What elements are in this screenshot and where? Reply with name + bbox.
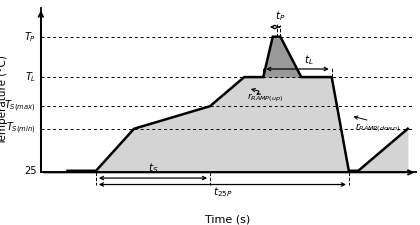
Text: $t_P$: $t_P$ (275, 9, 286, 23)
Text: Time (s): Time (s) (205, 214, 250, 224)
Polygon shape (68, 37, 408, 171)
Text: $T_L$: $T_L$ (25, 70, 36, 84)
Polygon shape (263, 37, 332, 77)
Text: $T_{S(max)}$: $T_{S(max)}$ (5, 99, 36, 114)
Text: $t_S$: $t_S$ (148, 161, 158, 175)
Text: $T_P$: $T_P$ (24, 30, 36, 44)
Text: $r_{RAMP(down)}$: $r_{RAMP(down)}$ (355, 121, 400, 134)
Text: $T_{S(min)}$: $T_{S(min)}$ (6, 121, 36, 137)
Text: 25: 25 (24, 166, 36, 176)
Text: $t_L$: $t_L$ (304, 53, 314, 67)
Text: $r_{RAMP(up)}$: $r_{RAMP(up)}$ (247, 92, 283, 104)
Text: $t_{25P}$: $t_{25P}$ (213, 185, 232, 199)
Text: Temperature (°C): Temperature (°C) (0, 55, 8, 145)
